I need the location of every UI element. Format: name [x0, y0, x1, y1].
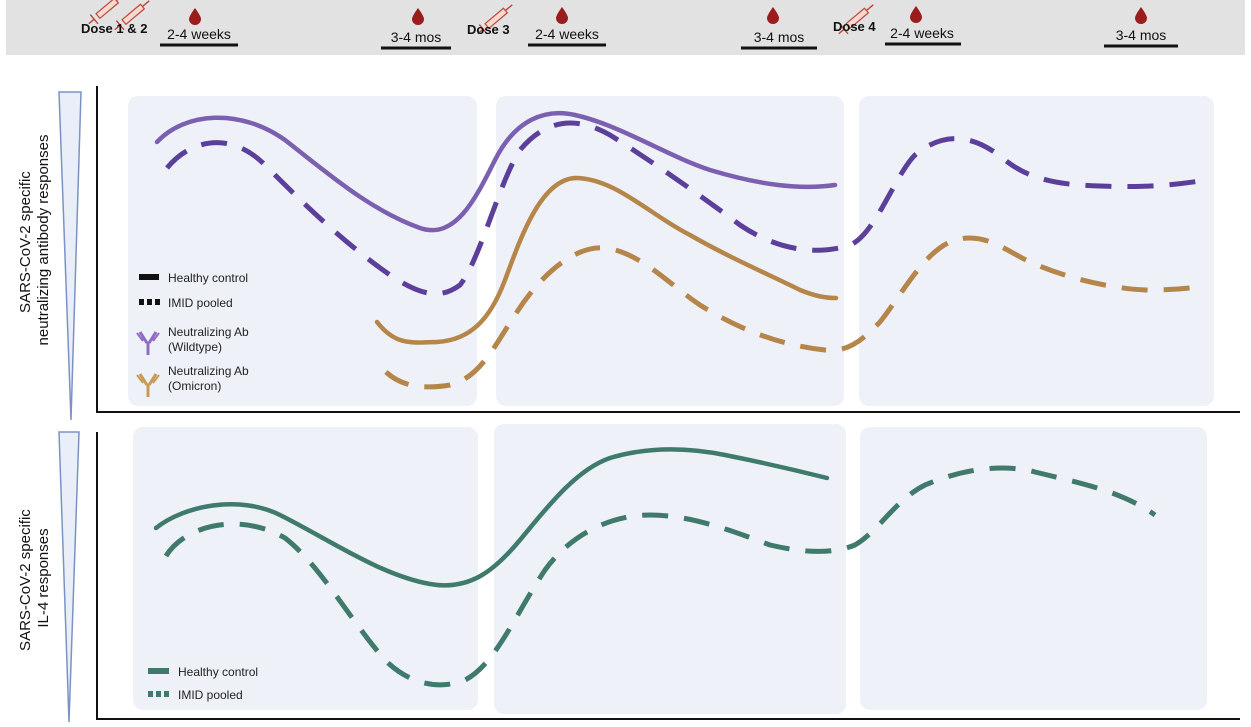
legend-dashed-swatch [155, 299, 160, 305]
interval-label: 3-4 mos [1116, 27, 1167, 43]
interval-label: 2-4 weeks [890, 25, 954, 41]
legend-label: Neutralizing Ab [168, 364, 249, 378]
omicron-imid-curve [384, 235, 1199, 390]
y-axis-label-line: neutralizing antibody responses [35, 135, 52, 346]
legend-label: Healthy control [178, 665, 258, 679]
y-axis-label: SARS-CoV-2 specific neutralizing antibod… [17, 135, 52, 346]
legend-dashed-swatch [164, 691, 169, 697]
syringe-icon [88, 0, 124, 25]
y-axis-label: SARS-CoV-2 specific IL-4 responses [17, 505, 52, 651]
omicron-healthy-curve [374, 175, 839, 345]
syringe-icon [114, 0, 150, 31]
legend-solid-swatch [148, 668, 169, 674]
interval-label: 3-4 mos [754, 29, 805, 45]
legend-label: Neutralizing Ab [168, 325, 249, 339]
y-axis-label-line: SARS-CoV-2 specific [17, 509, 34, 651]
legend-dashed-swatch [139, 299, 144, 305]
timeline: Dose 1 & 2 Dose 3 Dose 4 2-4 weeks 3-4 m… [81, 0, 1178, 50]
legend-solid-swatch [139, 274, 159, 280]
wildtype-healthy-curve [154, 110, 838, 233]
period-box [494, 424, 846, 714]
blood-drop-icon [556, 7, 568, 24]
bottom-panel: SARS-CoV-2 specific IL-4 responses Healt… [17, 424, 1240, 723]
response-magnitude-wedge [58, 91, 82, 421]
period-box [859, 96, 1214, 406]
legend-dashed-swatch [148, 691, 153, 697]
period-box [496, 96, 844, 406]
blood-drop-icon [767, 7, 779, 24]
dose-label: Dose 4 [833, 19, 876, 34]
il4-healthy-curve [153, 447, 830, 588]
y-axis-label-line: SARS-CoV-2 specific [17, 171, 34, 313]
dose-label: Dose 3 [467, 22, 510, 37]
wildtype-imid-curve [165, 120, 1201, 297]
blood-drop-icon [412, 8, 424, 25]
interval-label: 2-4 weeks [167, 26, 231, 42]
antibody-icon [136, 373, 160, 397]
syringe-icon [477, 4, 513, 35]
legend-label: Healthy control [168, 271, 248, 285]
syringe-icon [838, 4, 874, 35]
legend: Healthy control IMID pooled Neutralizing… [136, 271, 249, 397]
top-panel: SARS-CoV-2 specific neutralizing antibod… [17, 86, 1240, 421]
legend-dashed-swatch [147, 299, 152, 305]
interval-label: 2-4 weeks [535, 26, 599, 42]
blood-drop-icon [1135, 7, 1147, 24]
interval-label: 3-4 mos [391, 29, 442, 45]
antibody-icon [136, 331, 160, 355]
y-axis-label-line: IL-4 responses [35, 528, 52, 627]
il4-imid-curve [163, 465, 1157, 688]
legend: Healthy control IMID pooled [148, 665, 258, 702]
legend-dashed-swatch [156, 691, 161, 697]
period-box [133, 427, 478, 710]
blood-drop-icon [189, 8, 201, 25]
blood-drop-icon [910, 6, 922, 23]
legend-label: IMID pooled [178, 688, 243, 702]
legend-label: (Wildtype) [168, 340, 222, 354]
dose-label: Dose 1 & 2 [81, 21, 147, 36]
legend-label: (Omicron) [168, 379, 221, 393]
legend-label: IMID pooled [168, 296, 233, 310]
period-box [128, 96, 477, 406]
response-magnitude-wedge [58, 431, 80, 723]
